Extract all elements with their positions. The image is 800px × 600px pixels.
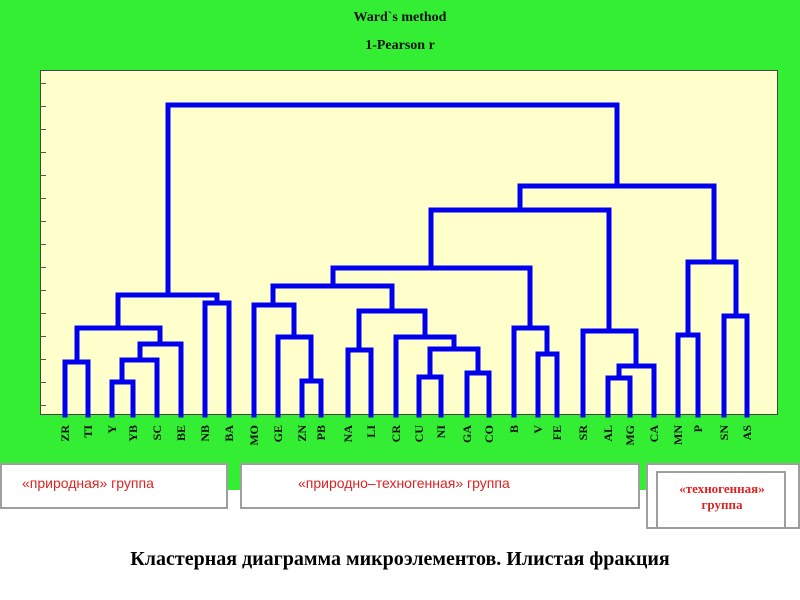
plot-area (40, 70, 778, 415)
leaf-label: TI (81, 425, 95, 438)
dendro-link (345, 347, 374, 418)
leaf-label: BA (222, 425, 236, 442)
leaf-label: YB (126, 425, 140, 442)
dendro-link (330, 265, 533, 331)
leaf-label: NB (198, 425, 212, 442)
leaf-label: AS (740, 425, 754, 441)
dendro-link (119, 357, 160, 418)
dendro-link (299, 378, 324, 418)
chart-subtitle: 1-Pearson r (365, 38, 435, 53)
y-tick (40, 336, 46, 337)
y-tick (40, 313, 46, 314)
dendro-link (535, 351, 560, 418)
leaf-label: FE (550, 425, 564, 441)
technogenic-group-label: «техногенная» группа (679, 481, 765, 512)
y-tick (40, 267, 46, 268)
figure-caption: Кластерная диаграмма микроэлементов. Или… (130, 548, 670, 570)
dendro-link (275, 334, 314, 418)
dendro-link (251, 302, 297, 418)
leaf-label: Y (105, 425, 119, 434)
leaf-label: SR (576, 425, 590, 441)
y-tick (40, 244, 46, 245)
leaf-label: CO (482, 425, 496, 443)
leaf-label: P (691, 425, 705, 433)
y-tick (40, 405, 46, 406)
leaf-label: LI (364, 425, 378, 438)
y-tick (40, 106, 46, 107)
leaf-label: NI (434, 425, 448, 439)
leaf-label: AL (601, 425, 615, 442)
y-tick (40, 198, 46, 199)
leaf-label: CR (389, 425, 403, 443)
dendro-link (356, 308, 428, 353)
leaf-label: MO (247, 425, 261, 446)
leaf-label: MN (671, 425, 685, 445)
leaf-label: GA (460, 425, 474, 443)
y-tick (40, 382, 46, 383)
leaf-label: PB (314, 425, 328, 441)
dendro-link (137, 341, 184, 418)
y-tick (40, 129, 46, 130)
dendro-link (202, 300, 232, 418)
leaf-label: CA (647, 425, 661, 443)
dendro-link (616, 363, 657, 418)
chart-title: Ward`s method (353, 10, 447, 25)
dendro-link (165, 102, 620, 298)
dendro-link (115, 292, 220, 331)
leaf-label: V (531, 425, 545, 434)
leaf-label: MG (623, 425, 637, 446)
y-tick (40, 152, 46, 153)
technogenic-group-box: «техногенная» группа (646, 463, 800, 529)
y-tick (40, 290, 46, 291)
leaf-label: ZR (58, 425, 72, 442)
dendro-link (675, 332, 701, 418)
leaf-label: B (507, 425, 521, 434)
technogenic-group-inner: «техногенная» группа (656, 471, 786, 529)
dendro-link (416, 374, 444, 418)
natural-group-label: «природная» группа (22, 475, 154, 491)
leaf-label: BE (174, 425, 188, 442)
dendro-link (605, 375, 633, 418)
leaf-label: ZN (295, 425, 309, 442)
leaf-label: NA (341, 425, 355, 443)
dendro-link (511, 325, 550, 418)
mixed-group-box: «природно–техногенная» группа (240, 463, 640, 509)
y-tick (40, 221, 46, 222)
leaf-label: SC (150, 425, 164, 441)
natural-group-box: «природная» группа (0, 463, 228, 509)
dendro-link (62, 359, 91, 418)
y-tick (40, 83, 46, 84)
dendro-link (685, 259, 739, 338)
leaf-label: SN (717, 425, 731, 441)
dendro-link (464, 370, 492, 418)
dendro-link (109, 379, 136, 418)
y-tick (40, 359, 46, 360)
mixed-group-label: «природно–техногенная» группа (298, 475, 510, 491)
leaf-label: GE (271, 425, 285, 443)
dendro-link (517, 183, 717, 265)
dendro-link (721, 313, 750, 418)
leaf-label: CU (412, 425, 426, 443)
y-tick (40, 175, 46, 176)
